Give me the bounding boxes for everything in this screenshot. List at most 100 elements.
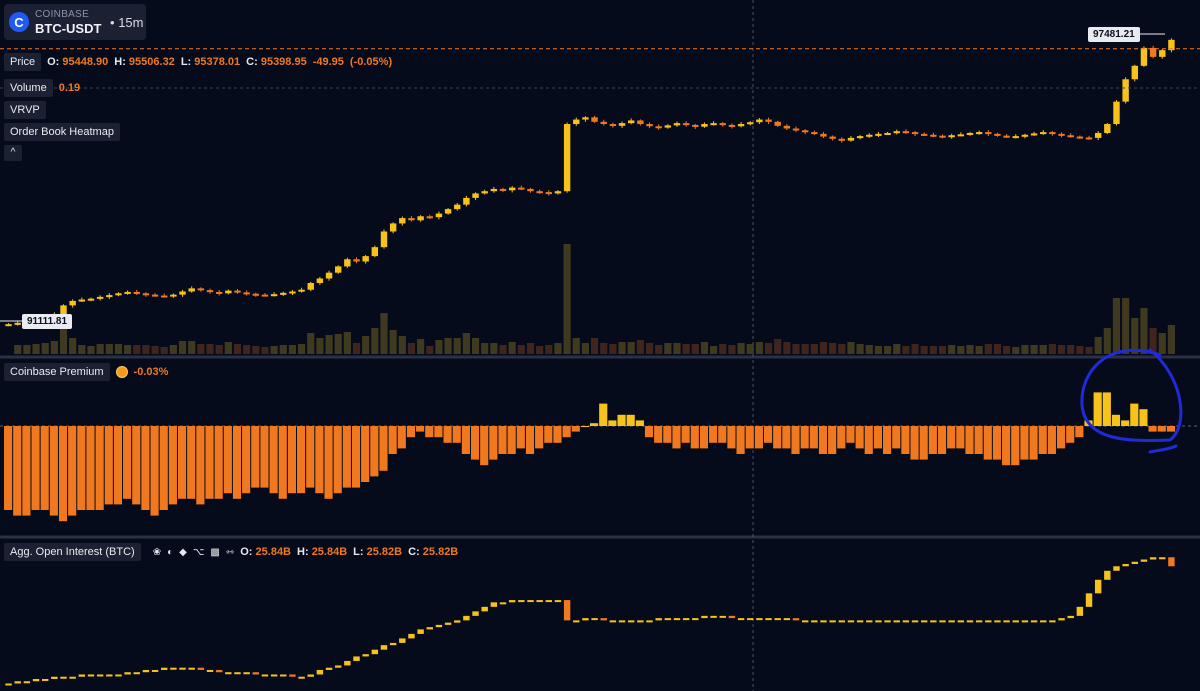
volume-indicator-label[interactable]: Volume (4, 79, 53, 97)
premium-bar (782, 426, 791, 449)
oi-candle (994, 620, 1001, 623)
price-candle (261, 294, 269, 297)
oi-candle (774, 618, 781, 621)
price-indicator-label[interactable]: Price (4, 53, 42, 71)
premium-bar (223, 426, 232, 494)
exchange-5-icon[interactable]: ▩ (210, 546, 220, 558)
order-book-heatmap-label[interactable]: Order Book Heatmap (4, 123, 120, 141)
premium-settings-icon[interactable] (115, 366, 128, 378)
premium-bar (846, 426, 855, 443)
binance-icon[interactable]: ◆ (179, 546, 187, 558)
volume-bar (334, 334, 342, 354)
premium-bar (745, 426, 754, 449)
premium-bar (956, 426, 965, 449)
oi-close: 25.82B (422, 546, 459, 558)
premium-bar (315, 426, 324, 494)
premium-bar (919, 426, 928, 460)
exchange-6-icon[interactable]: ⇿ (225, 546, 235, 558)
volume-bar (957, 346, 965, 354)
price-candle (829, 136, 836, 139)
price-candle (774, 121, 781, 126)
price-candle (215, 291, 223, 294)
volume-bar (1067, 345, 1075, 354)
price-candle (893, 131, 900, 134)
oi-candle (884, 620, 891, 623)
volume-bar (1057, 345, 1066, 354)
oi-candle (1104, 570, 1111, 580)
exchange-4-icon[interactable]: ⌥ (192, 546, 205, 558)
premium-bar (49, 426, 58, 516)
exchange-2-icon[interactable]: ◐ (167, 546, 174, 558)
exchange-1-icon[interactable]: ❀ (152, 546, 162, 558)
premium-bar (1111, 414, 1121, 426)
oi-candle (637, 620, 644, 623)
premium-bar (672, 426, 681, 449)
volume-bar (69, 338, 77, 354)
price-candle (673, 123, 681, 126)
oi-candle (225, 672, 232, 675)
price-candle (856, 136, 864, 139)
oi-candle (508, 600, 516, 603)
premium-bar (141, 426, 150, 510)
oi-candle (682, 618, 690, 621)
premium-bar (1102, 392, 1111, 426)
premium-bar (306, 426, 315, 488)
oi-candle (490, 602, 498, 607)
oi-candle (911, 620, 919, 623)
oi-candle (106, 674, 113, 677)
volume-bar (911, 344, 919, 354)
premium-bar (681, 426, 690, 443)
premium-bar (4, 426, 13, 510)
price-candle (756, 119, 763, 123)
oi-candle (344, 660, 351, 666)
volume-bar (352, 343, 361, 354)
oi-indicator-label[interactable]: Agg. Open Interest (BTC) (4, 543, 141, 561)
volume-bar (975, 346, 983, 354)
price-candle (957, 134, 965, 137)
oi-candle (1049, 620, 1056, 623)
price-candle (124, 291, 131, 294)
premium-bar (727, 426, 736, 449)
price-candle (618, 123, 626, 126)
symbol-header[interactable]: C COINBASE BTC-USDT • 15m (4, 4, 146, 40)
premium-bar (1011, 426, 1020, 466)
premium-bar (644, 426, 654, 438)
annotation-circle (1080, 348, 1183, 454)
timeframe[interactable]: • 15m (110, 15, 143, 30)
premium-bar (425, 426, 434, 438)
oi-candle (69, 676, 76, 679)
volume-bar (380, 313, 388, 354)
collapse-legend-button[interactable]: ^ (4, 145, 22, 161)
price-candle (994, 133, 1001, 136)
price-candle (545, 192, 553, 195)
price-candle (142, 293, 150, 296)
volume-bar (1021, 345, 1029, 354)
oi-candle (985, 620, 992, 623)
heatmap-legend: Order Book Heatmap (4, 123, 120, 141)
price-candle (820, 133, 827, 137)
oi-candle (1085, 593, 1093, 607)
volume-bar (178, 341, 187, 354)
premium-indicator-label[interactable]: Coinbase Premium (4, 363, 110, 381)
price-candle (930, 134, 937, 137)
oi-candle (1122, 564, 1129, 567)
premium-bar (992, 426, 1002, 460)
premium-bar (1148, 426, 1157, 432)
volume-bar (984, 344, 992, 354)
oi-candle (856, 620, 864, 623)
timeframe-value: 15m (118, 15, 144, 30)
premium-bar (361, 426, 370, 482)
oi-candle (1131, 561, 1139, 565)
ohlc-open: 95448.90 (62, 56, 109, 68)
price-candle (783, 125, 791, 129)
volume-bar (270, 346, 278, 354)
oi-candle (783, 618, 791, 621)
oi-low: 25.82B (366, 546, 403, 558)
oi-candle (1040, 620, 1047, 623)
premium-bar (635, 420, 644, 426)
volume-bar (490, 343, 498, 354)
price-candle (518, 187, 525, 190)
volume-bar (902, 346, 910, 354)
vrvp-indicator-label[interactable]: VRVP (4, 101, 46, 119)
